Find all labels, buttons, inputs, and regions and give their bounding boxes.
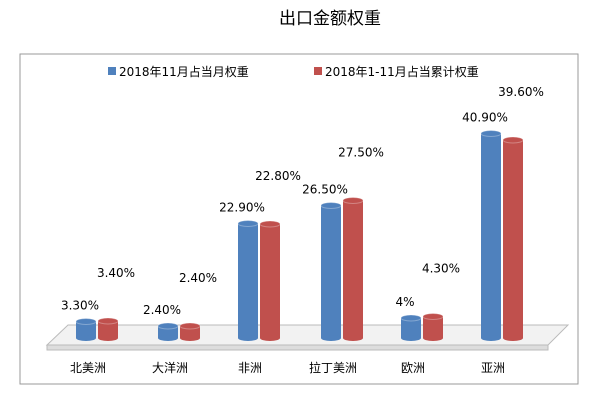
bar-shade: [98, 321, 118, 338]
bar-bottom: [401, 335, 421, 341]
bar-top: [259, 220, 281, 228]
bar-shade: [158, 326, 178, 338]
bar-top: [480, 130, 502, 137]
legend-label: 2018年11月占当月权重: [119, 64, 249, 79]
bar-shade: [321, 205, 341, 338]
data-label: 40.90%: [462, 111, 508, 125]
bar-bottom: [238, 335, 258, 341]
data-label: 26.50%: [302, 183, 348, 197]
data-label: 2.40%: [143, 303, 181, 317]
legend-swatch: [108, 67, 116, 75]
bar-shade: [260, 224, 280, 338]
chart-frame: [19, 53, 579, 385]
bar-bottom: [343, 335, 363, 341]
category-label: 拉丁美洲: [309, 360, 357, 375]
category-label: 欧洲: [401, 361, 425, 375]
data-label: 4.30%: [422, 262, 460, 276]
bar-bottom: [321, 335, 341, 341]
category-label: 亚洲: [481, 361, 505, 375]
category-label: 非洲: [238, 361, 262, 375]
legend-label: 2018年1-11月占当累计权重: [325, 64, 479, 79]
bar-top: [237, 220, 259, 227]
bar-top: [97, 317, 119, 325]
data-label: 4%: [395, 295, 414, 309]
bar-top: [157, 322, 179, 330]
data-label: 3.30%: [61, 299, 99, 313]
bar-shade: [481, 133, 501, 338]
data-label: 27.50%: [338, 146, 384, 160]
bar-top: [422, 313, 444, 320]
bar-top: [75, 318, 97, 325]
data-label: 3.40%: [97, 266, 135, 280]
bar-shade: [423, 316, 443, 338]
bar-shade: [343, 200, 363, 338]
bar-bottom: [423, 335, 443, 341]
bar-bottom: [260, 335, 280, 341]
bar-bottom: [180, 335, 200, 341]
bar-bottom: [481, 335, 501, 341]
bar-top: [342, 197, 364, 204]
legend-swatch: [314, 67, 322, 75]
bar-top: [179, 322, 201, 330]
data-label: 2.40%: [179, 271, 217, 285]
floor-edge: [46, 344, 549, 351]
bar-bottom: [503, 335, 523, 341]
bar-shade: [238, 223, 258, 338]
bar-shade: [76, 321, 96, 338]
bar-top: [320, 202, 342, 209]
bar-shade: [401, 318, 421, 338]
data-label: 22.80%: [255, 169, 301, 183]
chart-title: 出口金额权重: [279, 9, 381, 29]
bar-bottom: [158, 335, 178, 341]
bar-shade: [503, 140, 523, 338]
bar-bottom: [98, 335, 118, 341]
bar-top: [400, 314, 422, 322]
data-label: 39.60%: [498, 85, 544, 99]
category-label: 北美洲: [70, 361, 106, 375]
category-label: 大洋洲: [152, 360, 188, 375]
bar-top: [502, 136, 524, 144]
bar-shade: [180, 326, 200, 338]
bar-bottom: [76, 335, 96, 341]
data-label: 22.90%: [219, 201, 265, 215]
